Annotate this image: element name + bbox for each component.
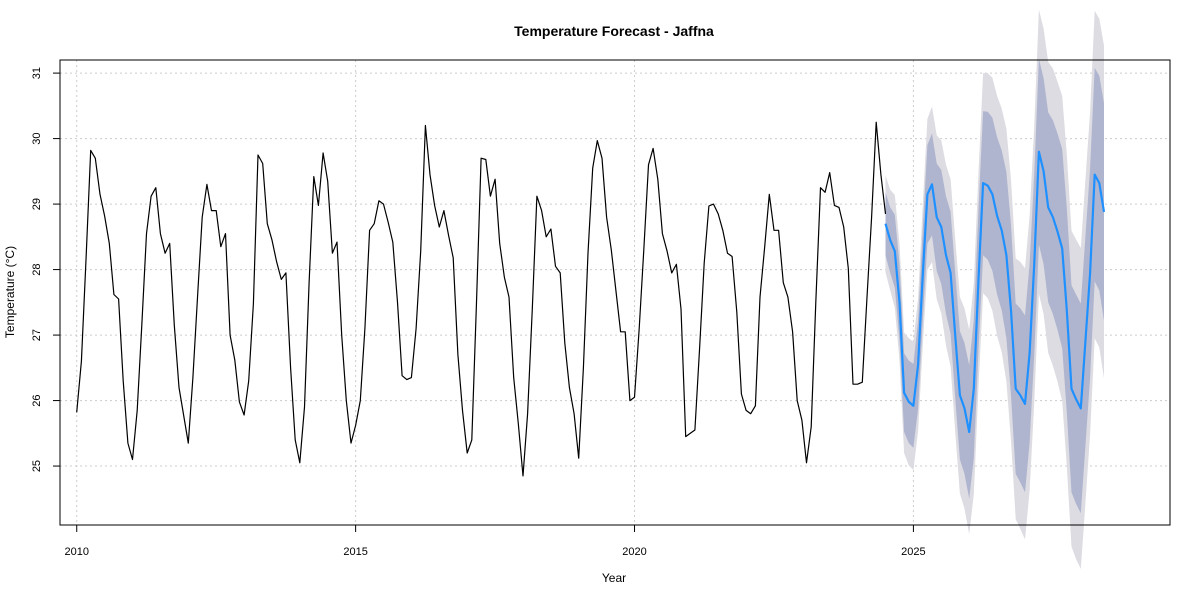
forecast-line [884, 150, 1106, 434]
forecast-band-80 [885, 58, 1104, 514]
x-tick-label: 2020 [622, 546, 646, 558]
series-lines [76, 121, 1106, 477]
y-axis: 25 26 27 28 29 30 31 [31, 67, 61, 472]
x-axis-label: Year [602, 571, 626, 585]
band-80-area [885, 58, 1104, 514]
y-tick-label: 25 [31, 460, 43, 472]
x-tick-label: 2025 [901, 546, 925, 558]
chart-title: Temperature Forecast - Jaffna [514, 23, 714, 39]
y-tick-label: 27 [31, 329, 43, 341]
y-tick-label: 30 [31, 132, 43, 144]
history-line [76, 121, 887, 477]
y-axis-label: Temperature (°C) [3, 246, 17, 338]
y-tick-label: 26 [31, 394, 43, 406]
y-tick-label: 29 [31, 198, 43, 210]
x-axis: 2010 2015 2020 2025 [64, 524, 926, 558]
grid-lines [60, 60, 1170, 525]
y-tick-label: 31 [31, 67, 43, 79]
y-tick-label: 28 [31, 263, 43, 275]
x-tick-label: 2015 [343, 546, 367, 558]
x-tick-label: 2010 [64, 546, 88, 558]
